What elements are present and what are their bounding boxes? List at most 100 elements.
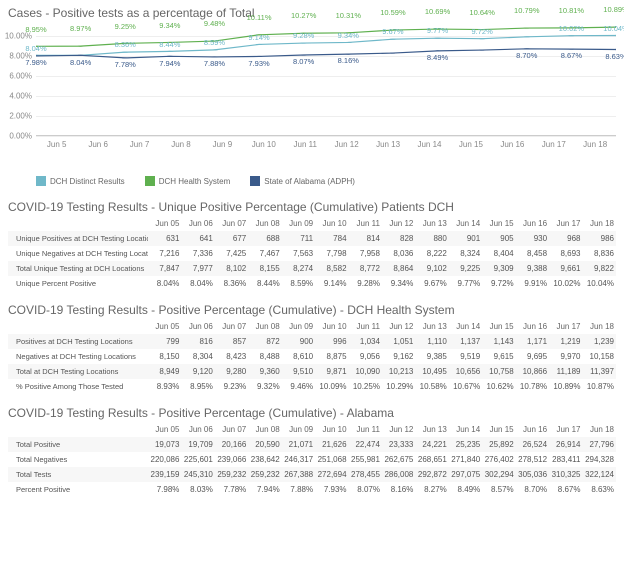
cell: 816 <box>181 334 214 349</box>
cell: 26,524 <box>516 437 549 452</box>
col-header: Jun 13 <box>415 216 448 231</box>
row-header: Total Tests <box>8 467 148 482</box>
series-data-label: 9.77% <box>427 26 448 35</box>
y-tick-label: 6.00% <box>2 72 32 81</box>
cell: 251,068 <box>315 452 348 467</box>
cell: 10.29% <box>382 379 415 394</box>
legend: DCH Distinct ResultsDCH Health SystemSta… <box>0 172 624 194</box>
cell: 278,455 <box>349 467 382 482</box>
cell: 905 <box>482 231 515 246</box>
col-header: Jun 18 <box>582 319 616 334</box>
cell: 9,970 <box>549 349 582 364</box>
cell: 239,066 <box>215 452 248 467</box>
cell: 8,155 <box>248 261 281 276</box>
col-header: Jun 15 <box>482 422 515 437</box>
cell: 19,709 <box>181 437 214 452</box>
cell: 10.09% <box>315 379 348 394</box>
series-data-label: 10.64% <box>469 8 494 17</box>
series-data-label: 9.67% <box>382 27 403 36</box>
cell: 986 <box>582 231 616 246</box>
cell: 8,150 <box>148 349 181 364</box>
cell: 7,958 <box>349 246 382 261</box>
cell: 292,872 <box>415 467 448 482</box>
cell: 259,232 <box>248 467 281 482</box>
x-tick-label: Jun 12 <box>326 140 367 149</box>
legend-item: DCH Health System <box>145 176 231 186</box>
cell: 246,317 <box>282 452 315 467</box>
series-data-label: 8.70% <box>516 51 537 60</box>
series-data-label: 8.59% <box>204 38 225 47</box>
cell: 872 <box>248 334 281 349</box>
col-header: Jun 14 <box>449 216 482 231</box>
cell: 10.02% <box>549 276 582 291</box>
cell: 8,875 <box>315 349 348 364</box>
x-tick-label: Jun 18 <box>574 140 615 149</box>
series-point <box>434 50 441 51</box>
series-point <box>345 54 352 55</box>
cell: 8,102 <box>215 261 248 276</box>
series-point <box>256 56 263 57</box>
col-header: Jun 15 <box>482 319 515 334</box>
series-data-label: 9.28% <box>293 31 314 40</box>
cell: 239,159 <box>148 467 181 482</box>
gridline <box>36 136 616 137</box>
cell: 10,090 <box>349 364 382 379</box>
series-data-label: 9.34% <box>338 31 359 40</box>
cell: 688 <box>248 231 281 246</box>
legend-label: DCH Distinct Results <box>50 177 125 186</box>
col-header: Jun 16 <box>516 319 549 334</box>
cell: 7,216 <box>148 246 181 261</box>
col-header: Jun 11 <box>349 422 382 437</box>
row-header: Total Positive <box>8 437 148 452</box>
cell: 1,239 <box>582 334 616 349</box>
series-point <box>300 54 307 55</box>
cell: 10.04% <box>582 276 616 291</box>
cell: 9.72% <box>482 276 515 291</box>
cell: 9,510 <box>282 364 315 379</box>
row-header: Total Unique Testing at DCH Locations <box>8 261 148 276</box>
cell: 901 <box>449 231 482 246</box>
cell: 1,171 <box>516 334 549 349</box>
cell: 1,137 <box>449 334 482 349</box>
data-table: Jun 05Jun 06Jun 07Jun 08Jun 09Jun 10Jun … <box>8 422 616 497</box>
cell: 11,397 <box>582 364 616 379</box>
cell: 9,822 <box>582 261 616 276</box>
cell: 9.32% <box>248 379 281 394</box>
cell: 814 <box>349 231 382 246</box>
cell: 7,336 <box>181 246 214 261</box>
cell: 9,102 <box>415 261 448 276</box>
cell: 10,758 <box>482 364 515 379</box>
cell: 8,610 <box>282 349 315 364</box>
cell: 20,590 <box>248 437 281 452</box>
col-header: Jun 07 <box>215 422 248 437</box>
table-row: Negatives at DCH Testing Locations8,1508… <box>8 349 616 364</box>
cell: 8.03% <box>181 482 214 497</box>
cell: 21,071 <box>282 437 315 452</box>
cell: 900 <box>282 334 315 349</box>
row-header: Unique Positives at DCH Testing Location… <box>8 231 148 246</box>
cell: 10.78% <box>516 379 549 394</box>
cell: 7.94% <box>248 482 281 497</box>
col-header: Jun 17 <box>549 422 582 437</box>
cell: 9,360 <box>248 364 281 379</box>
cell: 1,051 <box>382 334 415 349</box>
series-data-label: 10.27% <box>291 11 316 20</box>
cell: 8.44% <box>248 276 281 291</box>
x-tick-label: Jun 9 <box>202 140 243 149</box>
col-header: Jun 11 <box>349 319 382 334</box>
series-data-label: 10.11% <box>247 13 272 22</box>
cell: 7.88% <box>282 482 315 497</box>
cell: 8,036 <box>382 246 415 261</box>
cell: 9,615 <box>482 349 515 364</box>
series-point <box>523 48 530 49</box>
cell: 8,864 <box>382 261 415 276</box>
col-header: Jun 05 <box>148 422 181 437</box>
table-row: % Positive Among Those Tested8.93%8.95%9… <box>8 379 616 394</box>
series-data-label: 8.95% <box>25 25 46 34</box>
table-row: Total Negatives220,086225,601239,066238,… <box>8 452 616 467</box>
series-point <box>122 57 129 58</box>
col-header: Jun 10 <box>315 319 348 334</box>
cell: 9.46% <box>282 379 315 394</box>
cell: 8.04% <box>148 276 181 291</box>
cell: 283,411 <box>549 452 582 467</box>
